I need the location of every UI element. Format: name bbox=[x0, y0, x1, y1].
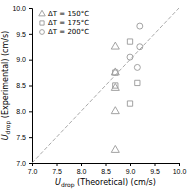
legend-item: ΔT = 200°C bbox=[40, 28, 90, 36]
xticks-tick-mark bbox=[81, 163, 82, 166]
legend-item: ΔT = 150°C bbox=[39, 10, 89, 18]
reference-line bbox=[32, 8, 179, 163]
legend-symbol bbox=[40, 21, 44, 25]
xticks-tick-mark bbox=[57, 163, 58, 166]
xticks-tick: 9.0 bbox=[126, 163, 136, 175]
point bbox=[127, 39, 132, 44]
legend-label: ΔT = 175°C bbox=[48, 19, 89, 27]
yticks-tick-label: 10.0 bbox=[12, 5, 26, 12]
yticks-tick-mark bbox=[29, 34, 32, 35]
yticks-tick-mark bbox=[29, 8, 32, 9]
yticks-tick-label: 7.0 bbox=[16, 160, 26, 167]
xticks-tick-mark bbox=[106, 163, 107, 166]
xticks-tick: 8.5 bbox=[101, 163, 111, 175]
xticks-tick-mark bbox=[155, 163, 156, 166]
xticks-axis-line bbox=[33, 164, 180, 167]
point bbox=[127, 54, 133, 60]
yticks-tick: 9.5 bbox=[16, 31, 32, 38]
yticks-tick-label: 9.5 bbox=[16, 31, 26, 38]
yticks-axis: 7.0 7.5 8.0 8.5 9.0 9.5 10.0 bbox=[12, 5, 32, 167]
yticks-tick: 8.5 bbox=[16, 82, 32, 89]
xticks-tick: 7.0 bbox=[28, 163, 38, 175]
xticks-tick-label: 7.5 bbox=[52, 168, 62, 175]
yticks-tick: 9.0 bbox=[16, 56, 32, 63]
point bbox=[111, 107, 119, 114]
point bbox=[137, 44, 143, 50]
xticks-tick-label: 9.0 bbox=[126, 168, 136, 175]
point bbox=[111, 68, 119, 75]
x-axis-title: Udrop (Theoretical) (cm/s) bbox=[55, 178, 156, 189]
legend-item: ΔT = 175°C bbox=[40, 19, 89, 27]
legend: ΔT = 150°CΔT = 175°CΔT = 200°C bbox=[39, 10, 89, 36]
xticks-tick-mark bbox=[179, 163, 180, 166]
xticks-tick-label: 9.5 bbox=[150, 168, 160, 175]
yticks-tick-mark bbox=[29, 111, 32, 112]
xticks-tick-label: 8.0 bbox=[77, 168, 87, 175]
legend-symbol bbox=[39, 10, 45, 16]
xticks-axis: 7.0 7.5 8.0 8.5 9.0 9.5 10.0 bbox=[28, 163, 187, 175]
yticks-tick: 10.0 bbox=[12, 5, 32, 12]
yticks-tick-mark bbox=[29, 86, 32, 87]
point bbox=[127, 101, 132, 106]
xticks-tick: 7.5 bbox=[52, 163, 62, 175]
point bbox=[135, 80, 140, 85]
legend-label: ΔT = 150°C bbox=[48, 10, 89, 18]
yticks-tick-label: 8.5 bbox=[16, 82, 26, 89]
xticks-tick-mark bbox=[130, 163, 131, 166]
yticks-tick-mark bbox=[29, 137, 32, 138]
point bbox=[111, 145, 119, 152]
yticks-axis-line bbox=[29, 9, 33, 164]
xticks-tick: 8.0 bbox=[77, 163, 87, 175]
point bbox=[137, 23, 143, 29]
yticks-tick-mark bbox=[29, 60, 32, 61]
yticks-tick-label: 8.0 bbox=[16, 108, 26, 115]
yticks-tick: 7.5 bbox=[16, 134, 32, 141]
point bbox=[113, 83, 118, 88]
xticks-tick-label: 7.0 bbox=[28, 168, 38, 175]
chart: 7.0 7.5 8.0 8.5 9.0 9.5 10.0 7.0 7.5 8.0 8.5 9.0 9.5… bbox=[0, 0, 189, 189]
point bbox=[111, 42, 119, 49]
xticks-tick-label: 10.0 bbox=[173, 168, 187, 175]
yticks-tick-label: 9.0 bbox=[16, 56, 26, 63]
yticks-tick-mark bbox=[29, 163, 32, 164]
xticks-tick: 9.5 bbox=[150, 163, 160, 175]
point bbox=[111, 83, 119, 90]
xticks-tick-label: 8.5 bbox=[101, 168, 111, 175]
legend-label: ΔT = 200°C bbox=[48, 28, 89, 36]
point bbox=[113, 70, 118, 75]
yticks-tick-label: 7.5 bbox=[16, 134, 26, 141]
legend-symbol bbox=[40, 30, 45, 35]
yticks-tick: 7.0 bbox=[16, 160, 32, 167]
yticks-tick: 8.0 bbox=[16, 108, 32, 115]
point bbox=[134, 64, 140, 70]
xticks-tick: 10.0 bbox=[173, 163, 187, 175]
plot-area bbox=[32, 8, 179, 163]
y-axis-title: Udrop (Experimental) (cm/s) bbox=[1, 31, 12, 140]
